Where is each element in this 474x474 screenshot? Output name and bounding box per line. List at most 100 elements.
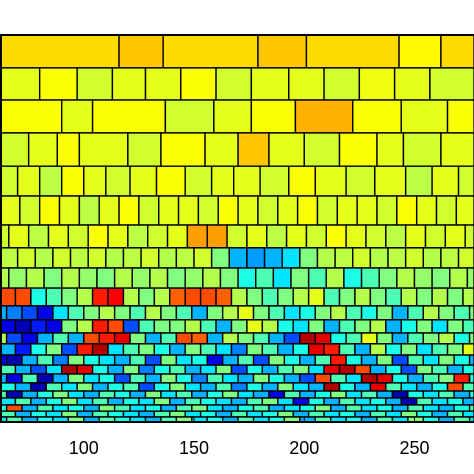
tile <box>230 343 248 356</box>
tile <box>292 397 310 406</box>
tile <box>199 319 217 334</box>
tile <box>215 382 233 392</box>
tile <box>391 354 409 366</box>
tile <box>283 390 301 399</box>
tile <box>122 364 140 375</box>
tile <box>83 354 100 366</box>
tile <box>303 132 341 167</box>
tile <box>314 404 332 412</box>
tile <box>30 397 47 406</box>
tile <box>206 354 224 366</box>
tile <box>261 397 279 406</box>
tile <box>400 287 418 307</box>
tile <box>0 343 17 356</box>
tile <box>215 397 233 406</box>
tile <box>316 247 336 269</box>
tile <box>307 410 325 418</box>
tile <box>374 165 407 197</box>
tile <box>257 34 308 69</box>
tile <box>221 390 239 399</box>
tile <box>164 99 215 134</box>
tile <box>129 373 147 384</box>
tile <box>0 99 63 134</box>
tile <box>422 390 440 399</box>
tile <box>98 354 116 366</box>
tile <box>191 373 208 384</box>
tile <box>61 165 85 197</box>
tile <box>261 364 279 375</box>
tile <box>149 267 169 289</box>
tile <box>184 397 202 406</box>
tile <box>277 195 299 226</box>
tile <box>299 390 316 399</box>
tile <box>21 373 39 384</box>
tile <box>466 267 474 289</box>
tile <box>52 390 70 399</box>
tile <box>175 354 193 366</box>
tile <box>107 343 125 356</box>
tile <box>215 67 253 101</box>
tile <box>369 247 389 269</box>
tile <box>138 287 156 307</box>
tile <box>144 404 162 412</box>
tile <box>52 305 70 321</box>
tile <box>219 267 239 289</box>
tile <box>184 343 202 356</box>
x-tick-label: 150 <box>179 438 209 458</box>
tile <box>352 99 402 134</box>
tile <box>387 247 407 269</box>
tile <box>199 343 217 356</box>
tile <box>0 287 17 307</box>
tile <box>175 305 193 321</box>
tile <box>453 354 471 366</box>
tile <box>202 267 222 289</box>
tile <box>206 305 224 321</box>
tile <box>160 305 178 321</box>
tile <box>138 343 156 356</box>
tile <box>400 319 418 334</box>
plot-frame <box>0 34 474 423</box>
tile <box>263 247 283 269</box>
tile <box>316 195 339 226</box>
tile <box>292 410 310 418</box>
tile <box>155 165 186 197</box>
tile <box>446 343 464 356</box>
tile <box>268 404 286 412</box>
tile <box>191 390 208 399</box>
tile <box>345 224 367 249</box>
tile <box>113 373 131 384</box>
tile <box>277 287 294 307</box>
tile <box>129 390 147 399</box>
tile <box>407 332 424 345</box>
tile <box>292 343 310 356</box>
tile <box>204 132 239 167</box>
tile <box>307 267 327 289</box>
tile <box>5 373 23 384</box>
tile <box>30 343 47 356</box>
tile <box>184 364 202 375</box>
tile <box>462 287 474 307</box>
tile <box>376 390 394 399</box>
tile <box>376 354 394 366</box>
tile <box>118 34 164 69</box>
tile <box>122 287 140 307</box>
tile <box>105 165 131 197</box>
tile <box>438 305 455 321</box>
tile <box>429 67 474 101</box>
tile <box>107 410 125 418</box>
tile <box>76 287 94 307</box>
tile <box>61 99 94 134</box>
tile <box>107 382 125 392</box>
tile <box>407 354 424 366</box>
tile <box>221 373 239 384</box>
tile <box>369 410 387 418</box>
tile <box>402 132 442 167</box>
tile <box>107 224 129 249</box>
tile <box>345 390 363 399</box>
tile <box>21 404 39 412</box>
tile <box>462 343 474 356</box>
tile <box>307 319 325 334</box>
tile <box>336 195 358 226</box>
tile <box>206 373 224 384</box>
tile <box>352 247 372 269</box>
